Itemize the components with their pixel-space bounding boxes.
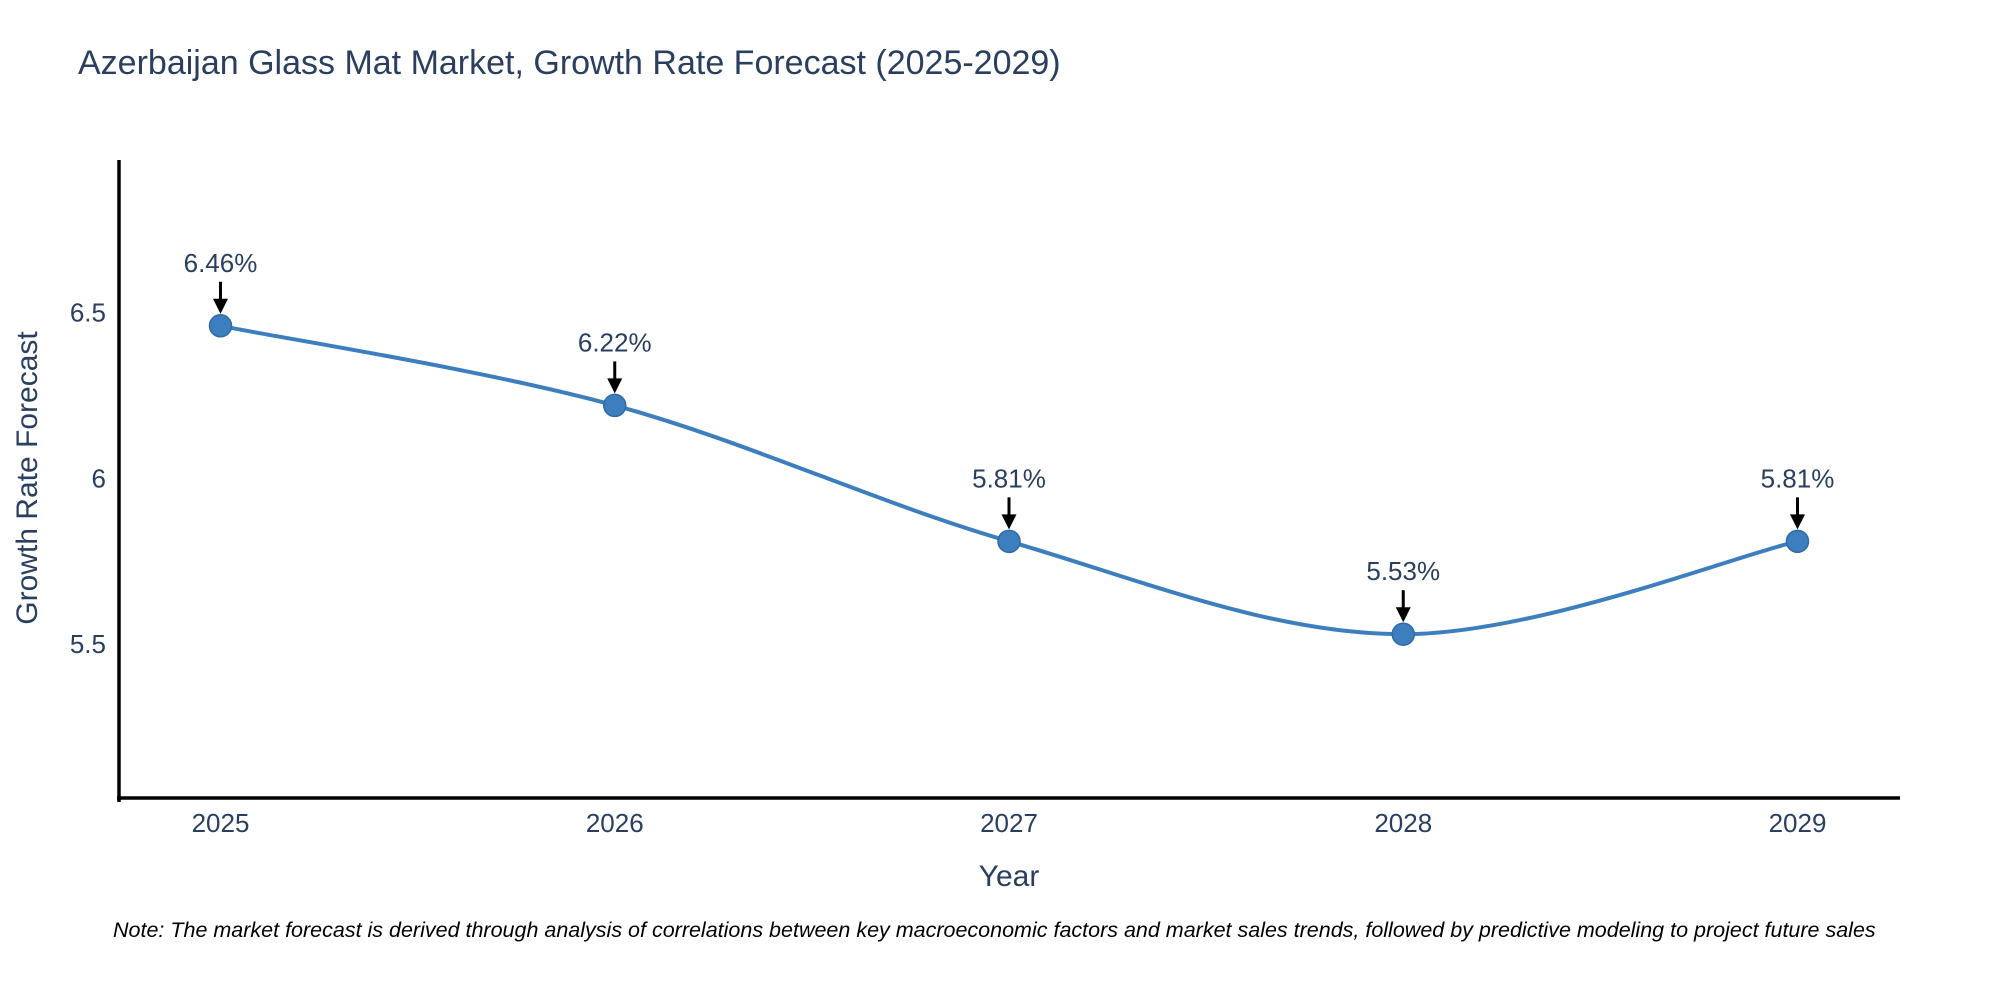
y-axis-title: Growth Rate Forecast [11,331,44,625]
footnote: Note: The market forecast is derived thr… [113,918,1876,942]
x-tick-label: 2029 [1769,808,1827,838]
annotation-label: 6.46% [184,248,258,278]
y-tick-label: 5.5 [70,629,106,659]
x-tick-label: 2028 [1374,808,1432,838]
x-tick-label: 2025 [192,808,250,838]
annotation-arrow-head [607,378,623,394]
y-tick-label: 6.5 [70,298,106,328]
x-tick-label: 2027 [980,808,1038,838]
x-tick-label: 2026 [586,808,644,838]
annotation-arrow-head [1789,514,1805,530]
annotation-label: 6.22% [578,327,652,357]
data-point-2025 [208,314,233,338]
annotation-label: 5.53% [1366,556,1440,586]
y-tick-label: 6 [92,463,106,493]
annotation-label: 5.81% [972,463,1046,493]
chart-title: Azerbaijan Glass Mat Market, Growth Rate… [78,44,1061,82]
data-point-2027 [997,529,1021,554]
annotation-arrow-head [213,298,229,314]
data-point-2028 [1391,622,1415,646]
annotation-label: 5.81% [1761,463,1835,493]
data-point-2026 [603,393,627,418]
x-axis-title: Year [978,860,1040,893]
annotation-arrow-head [1001,514,1017,530]
annotation-arrow-head [1395,607,1411,623]
data-point-2029 [1785,529,1810,554]
